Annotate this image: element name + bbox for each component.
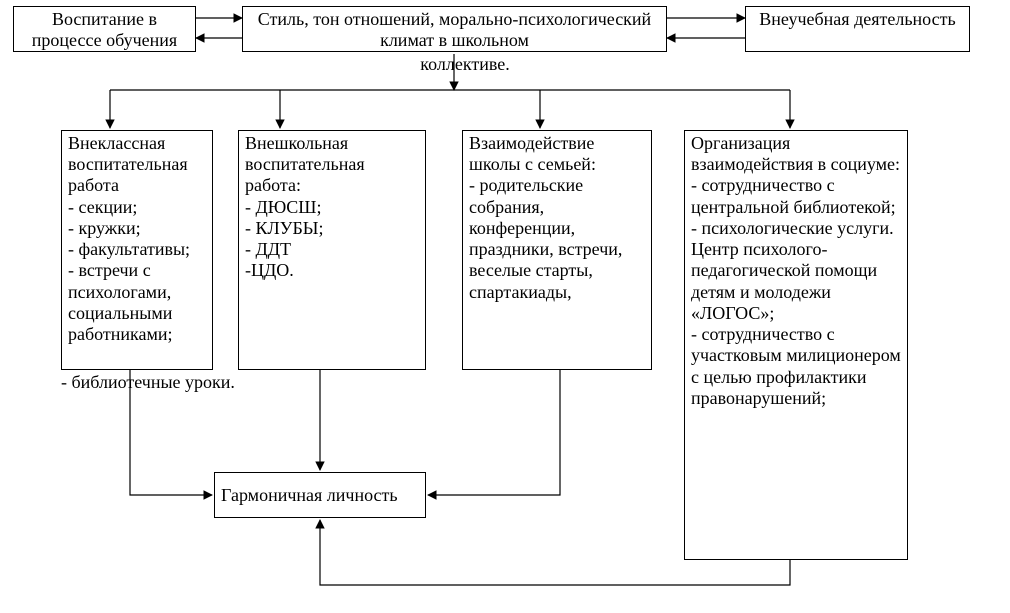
node-col4: Организация взаимодействия в социуме: - …: [684, 130, 908, 560]
node-col1-tail: - библиотечные уроки.: [61, 372, 241, 393]
node-top-right: Внеучебная деятельность: [745, 6, 970, 52]
edge-col3-bottom: [428, 370, 560, 495]
node-col1-items: - секции; - кружки; - факультативы; - вс…: [68, 197, 206, 346]
node-col4-items: - сотрудничество с центральной библиотек…: [691, 175, 901, 409]
node-bottom: Гармоничная личность: [214, 472, 426, 518]
node-top-center-tail: коллективе.: [395, 54, 535, 75]
node-col4-title: Организация взаимодействия в социуме:: [691, 133, 900, 174]
node-col1: Внеклассная воспитательная работа - секц…: [61, 130, 213, 370]
node-top-left: Воспитание в процессе обучения: [13, 6, 196, 52]
node-col2-items: - ДЮСШ; - КЛУБЫ; - ДДТ -ЦДО.: [245, 197, 419, 282]
diagram-canvas: Воспитание в процессе обучения Стиль, то…: [0, 0, 1010, 613]
node-col3-title: Взаимодействие школы с семьей:: [469, 133, 596, 174]
node-col2-title: Внешкольная воспитательная работа:: [245, 133, 365, 195]
node-col1-title: Внеклассная воспитательная работа: [68, 133, 188, 195]
node-top-center: Стиль, тон отношений, морально-психологи…: [242, 6, 667, 52]
node-col3-items: - родительские собрания, конференции, пр…: [469, 175, 645, 302]
node-col2: Внешкольная воспитательная работа: - ДЮС…: [238, 130, 426, 370]
node-col3: Взаимодействие школы с семьей: - родител…: [462, 130, 652, 370]
